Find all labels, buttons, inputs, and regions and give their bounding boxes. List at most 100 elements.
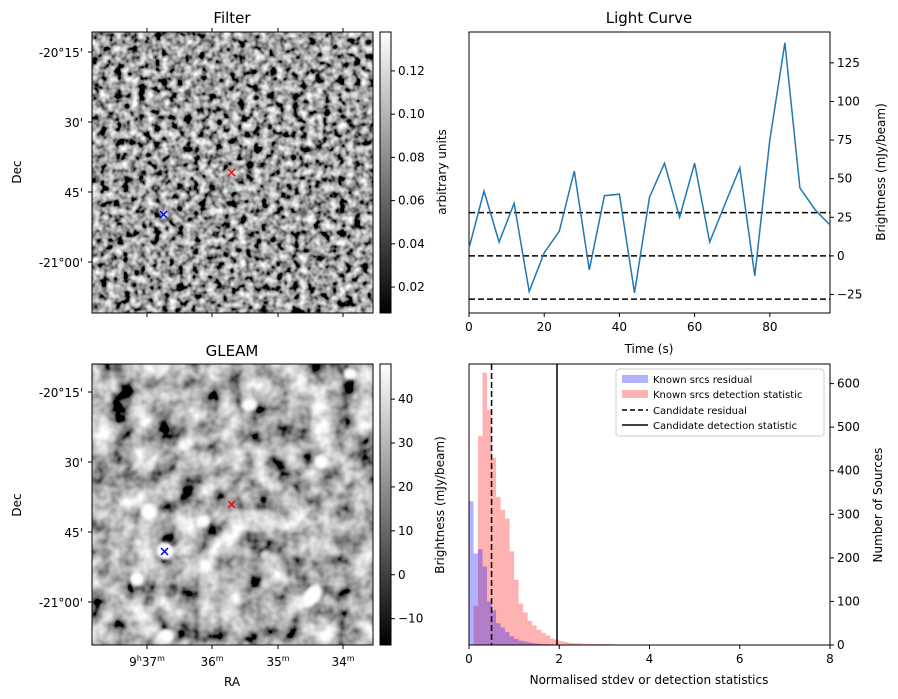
filter-frame <box>91 31 374 314</box>
gleam-dec-ticks: -20°15' 30' 45' -21°00' <box>39 386 92 610</box>
histogram-bar <box>532 625 537 645</box>
filter-colorbar-label: arbitrary units <box>435 129 449 215</box>
colorbar-tick-label: 30 <box>398 436 413 450</box>
colorbar-tick-label: 20 <box>398 480 413 494</box>
gleam-ylabel: Dec <box>10 493 24 516</box>
colorbar-tick-label: 0.10 <box>398 107 425 121</box>
colorbar-tick-label: 0.02 <box>398 280 425 294</box>
legend-label: Candidate detection statistic <box>653 421 797 432</box>
filter-ra-ticks <box>146 28 344 317</box>
ra-tick-label: 35m <box>266 654 289 669</box>
filter-panel: Filter Dec -20°15' 30' 45' -21°00' <box>10 9 449 317</box>
light-curve-xticks: 0 20 40 60 80 <box>465 313 777 334</box>
histogram-bar <box>581 643 587 645</box>
filter-dec-ticks: -20°15' 30' 45' -21°00' <box>39 46 92 270</box>
histogram-bar <box>527 642 533 645</box>
histogram-bar <box>518 603 524 645</box>
dec-tick-label: 45' <box>64 526 83 540</box>
filter-colorbar: 0.02 0.04 0.06 0.08 0.10 0.12 arbitrary units <box>379 31 449 314</box>
y-tick-label: 0 <box>837 249 845 263</box>
light-curve-panel: Light Curve Time (s) Brightness (mJy/bea… <box>465 9 888 356</box>
x-tick-label: 2 <box>555 652 563 666</box>
y-tick-label: 0 <box>837 638 845 652</box>
legend-label: Known srcs detection statistic <box>653 390 802 401</box>
histogram-panel: Normalised stdev or detection statistics… <box>433 363 885 687</box>
x-tick-label: 40 <box>612 320 627 334</box>
dec-tick-label: 30' <box>64 456 83 470</box>
colorbar-tick-label: 0.06 <box>398 194 425 208</box>
light-curve-frame <box>468 31 831 314</box>
histogram-bar <box>482 566 488 645</box>
histogram-bar <box>473 553 479 645</box>
light-curve-ylabel: Brightness (mJy/beam) <box>874 103 888 241</box>
histogram-vlines <box>490 364 558 645</box>
light-curve-xlabel: Time (s) <box>624 342 674 356</box>
histogram-bar <box>509 551 515 645</box>
histogram-bar <box>505 518 510 645</box>
histogram-bar <box>577 643 582 645</box>
histogram-bar <box>505 631 510 645</box>
colorbar-tick-label: −10 <box>398 612 423 626</box>
y-tick-label: 400 <box>837 464 860 478</box>
filter-colorbar-ticks: 0.02 0.04 0.06 0.08 0.10 0.12 <box>391 64 425 294</box>
y-tick-label: −25 <box>837 287 862 301</box>
x-tick-label: 80 <box>762 320 777 334</box>
dec-tick-label: -21°00' <box>39 256 83 270</box>
filter-marker-blue <box>159 210 168 219</box>
x-tick-label: 6 <box>736 652 744 666</box>
histogram-bar <box>541 632 546 645</box>
histogram-bar <box>500 509 506 645</box>
filter-image <box>92 32 373 313</box>
dec-tick-label: -20°15' <box>39 386 83 400</box>
y-tick-label: 600 <box>837 377 860 391</box>
histogram-xlabel: Normalised stdev or detection statistics <box>530 673 769 687</box>
colorbar-tick-label: 0.12 <box>398 64 425 78</box>
histogram-xticks: 0 2 4 6 8 <box>465 645 834 666</box>
histogram-bar <box>509 636 515 645</box>
y-tick-label: 125 <box>837 56 860 70</box>
x-tick-label: 20 <box>537 320 552 334</box>
ra-tick-label: 36m <box>200 654 223 669</box>
histogram-yticks: 0 100 200 300 400 500 600 <box>830 377 860 652</box>
histogram-bar <box>478 435 483 645</box>
ra-tick-label: 9h37m <box>129 654 165 669</box>
x-tick-label: 8 <box>826 652 834 666</box>
histogram-bar <box>586 643 591 645</box>
histogram-bar <box>568 642 573 645</box>
gleam-panel: GLEAM Dec RA -20°15' 30' 45' -21°00' 9h3… <box>10 342 423 689</box>
histogram-bar <box>536 629 542 645</box>
light-curve-series <box>468 42 831 295</box>
y-tick-label: 300 <box>837 507 860 521</box>
y-tick-label: 25 <box>837 210 852 224</box>
gleam-marker-red <box>227 500 236 509</box>
gleam-ra-ticks: 9h37m 36m 35m 34m <box>129 645 355 669</box>
gleam-marker-blue <box>160 547 169 556</box>
histogram-bar <box>559 641 564 645</box>
histogram-bar <box>514 579 519 645</box>
gleam-xlabel: RA <box>224 675 241 689</box>
histogram-right-ylabel: Number of Sources <box>871 448 885 563</box>
colorbar-tick-label: 0.04 <box>398 237 425 251</box>
light-curve-title: Light Curve <box>606 9 692 27</box>
gleam-image <box>92 364 373 645</box>
histogram-legend: Known srcs residual Known srcs detection… <box>615 368 825 437</box>
histogram-bar <box>527 621 533 645</box>
histogram-bar <box>536 643 542 645</box>
histogram-bar <box>523 612 528 645</box>
histogram-bar <box>496 623 501 645</box>
gleam-frame <box>91 363 374 646</box>
dec-tick-label: 30' <box>64 116 83 130</box>
dec-tick-label: -21°00' <box>39 596 83 610</box>
colorbar-tick-label: 40 <box>398 392 413 406</box>
light-curve-line <box>468 42 831 295</box>
x-tick-label: 60 <box>687 320 702 334</box>
x-tick-label: 0 <box>465 652 473 666</box>
gleam-title: GLEAM <box>206 342 259 360</box>
histogram-bars <box>469 372 812 645</box>
colorbar-tick-label: 10 <box>398 524 413 538</box>
y-tick-label: 100 <box>837 94 860 108</box>
colorbar-tick-label: 0.08 <box>398 150 425 164</box>
legend-label: Candidate residual <box>653 406 747 417</box>
dec-tick-label: -20°15' <box>39 46 83 60</box>
